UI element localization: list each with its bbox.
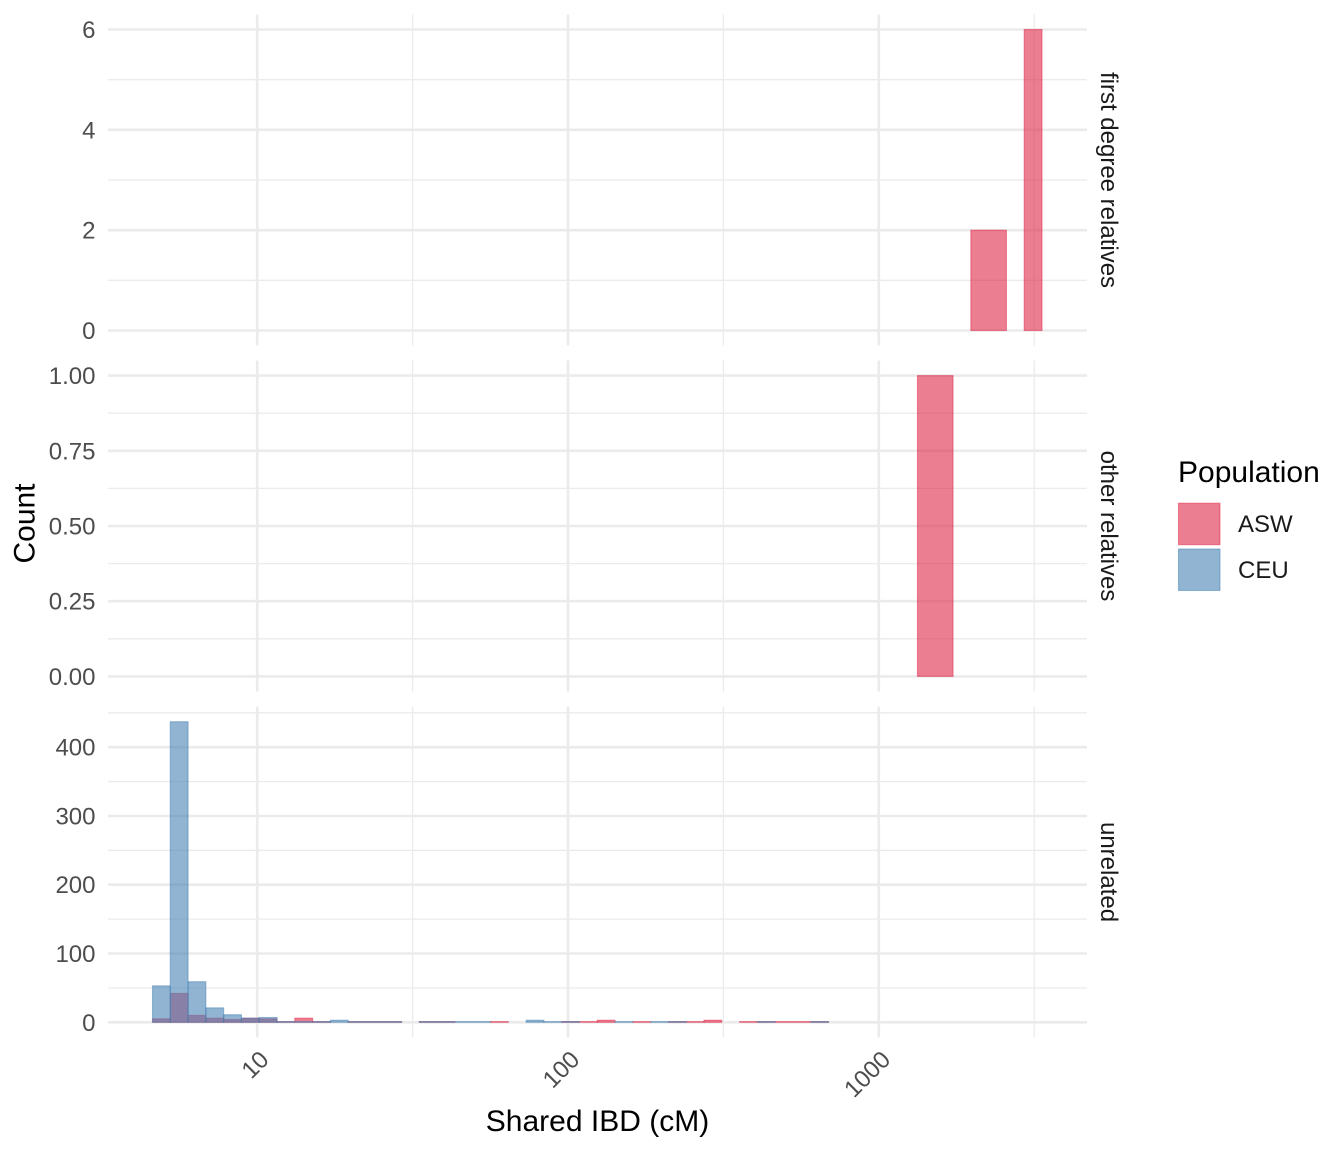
svg-text:0.25: 0.25 xyxy=(49,589,96,616)
svg-text:unrelated: unrelated xyxy=(1095,822,1122,922)
svg-text:400: 400 xyxy=(55,735,95,762)
svg-text:Count: Count xyxy=(9,483,42,564)
svg-text:0.00: 0.00 xyxy=(49,664,96,691)
svg-text:0: 0 xyxy=(82,1010,95,1037)
svg-text:200: 200 xyxy=(55,872,95,899)
svg-text:1.00: 1.00 xyxy=(49,363,96,390)
svg-text:Shared IBD (cM): Shared IBD (cM) xyxy=(486,1105,709,1138)
svg-text:first degree relatives: first degree relatives xyxy=(1095,72,1122,288)
svg-text:100: 100 xyxy=(55,941,95,968)
svg-text:0.50: 0.50 xyxy=(49,514,96,541)
svg-text:Population: Population xyxy=(1178,456,1320,489)
svg-text:4: 4 xyxy=(82,117,95,144)
svg-text:300: 300 xyxy=(55,804,95,831)
svg-text:6: 6 xyxy=(82,17,95,44)
svg-text:2: 2 xyxy=(82,218,95,245)
svg-text:CEU: CEU xyxy=(1238,557,1289,584)
svg-text:0: 0 xyxy=(82,318,95,345)
svg-text:ASW: ASW xyxy=(1238,511,1293,538)
svg-text:0.75: 0.75 xyxy=(49,438,96,465)
svg-text:other relatives: other relatives xyxy=(1095,451,1122,602)
